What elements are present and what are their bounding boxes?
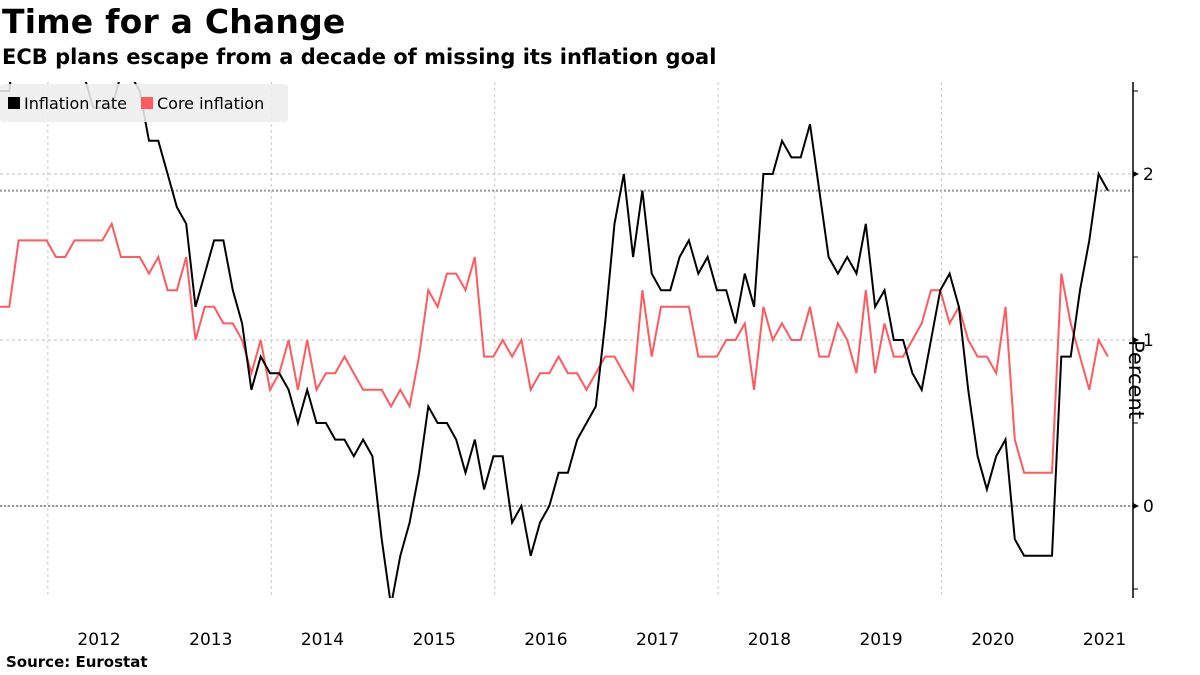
legend-item-core-inflation[interactable]: Core inflation (140, 93, 265, 113)
x-tick-label: 2014 (301, 630, 344, 650)
chart-subtitle: ECB plans escape from a decade of missin… (2, 45, 717, 69)
y-axis-label: Percent (1124, 340, 1148, 420)
gridlines (0, 82, 1133, 598)
legend-label-core-inflation: Core inflation (156, 93, 265, 113)
x-tick-label: 2019 (859, 630, 902, 650)
x-tick-label: 2016 (524, 630, 567, 650)
chart-title: Time for a Change (2, 2, 346, 41)
legend-swatch-inflation-rate (8, 97, 20, 109)
legend-swatch-core-inflation (140, 97, 153, 109)
x-tick-label: 2015 (413, 630, 456, 650)
y-tick-marker (1133, 337, 1139, 343)
x-tick-label: 2013 (189, 630, 232, 650)
y-tick-marker (1133, 503, 1139, 509)
y-axis: 0 1 2 (1132, 82, 1154, 598)
x-tick-label: 2018 (748, 630, 791, 650)
x-tick-label: 2012 (77, 630, 120, 650)
x-axis-labels: 2012 2013 2014 2015 2016 2017 2018 2019 2020 2021 (77, 630, 1126, 650)
y-tick-label: 1 (1143, 331, 1154, 351)
series-lines (0, 82, 1109, 598)
series-line-core-inflation (0, 221, 1109, 474)
x-tick-label: 2017 (636, 630, 679, 650)
series-line-inflation-rate (0, 82, 1109, 598)
x-tick-label: 2020 (971, 630, 1014, 650)
legend: Inflation rate Core inflation (0, 84, 288, 122)
y-tick-label: 0 (1143, 497, 1154, 517)
y-tick-label: 2 (1143, 165, 1154, 185)
legend-item-inflation-rate[interactable]: Inflation rate (8, 94, 127, 113)
y-tick-marker (1133, 171, 1139, 177)
source-note: Source: Eurostat (6, 653, 148, 671)
legend-label-inflation-rate: Inflation rate (24, 93, 127, 113)
x-tick-label: 2021 (1083, 630, 1126, 650)
